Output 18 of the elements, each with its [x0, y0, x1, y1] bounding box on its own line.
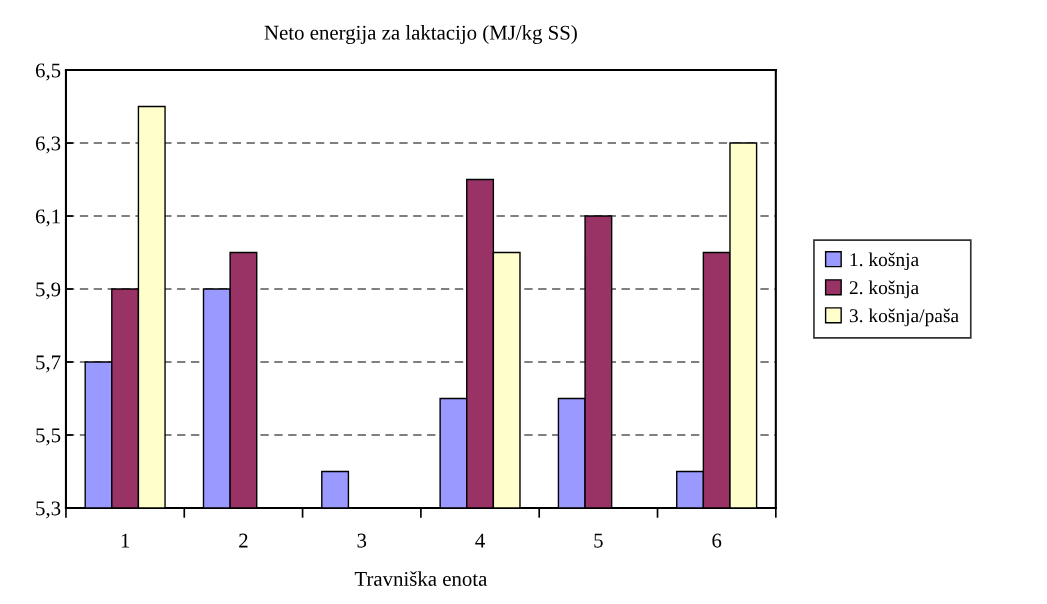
- y-tick-label: 5,7: [36, 355, 61, 373]
- x-tick-label: 2: [239, 533, 248, 548]
- x-tick-label: 5: [594, 533, 603, 548]
- x-tick-label: 1: [121, 533, 130, 548]
- y-tick-label: 6,1: [35, 209, 60, 227]
- x-tick-label: 4: [475, 533, 485, 548]
- y-tick-label: 6,5: [35, 63, 61, 81]
- legend-label: 2. košnja: [849, 280, 919, 299]
- y-tick-label: 5,3: [36, 501, 61, 519]
- legend-label: 1. košnja: [850, 252, 919, 271]
- x-axis-title: Travniška enota: [354, 571, 488, 586]
- y-tick-label: 6,3: [35, 136, 61, 154]
- chart-title: Neto energija za laktacijo (MJ/kg SS): [264, 25, 577, 44]
- y-tick-label: 5,9: [36, 282, 61, 300]
- legend-label: 3. košnja/paša: [849, 308, 959, 327]
- x-tick-label: 6: [712, 533, 722, 548]
- y-tick-label: 5,5: [36, 428, 61, 446]
- x-tick-label: 3: [357, 533, 367, 548]
